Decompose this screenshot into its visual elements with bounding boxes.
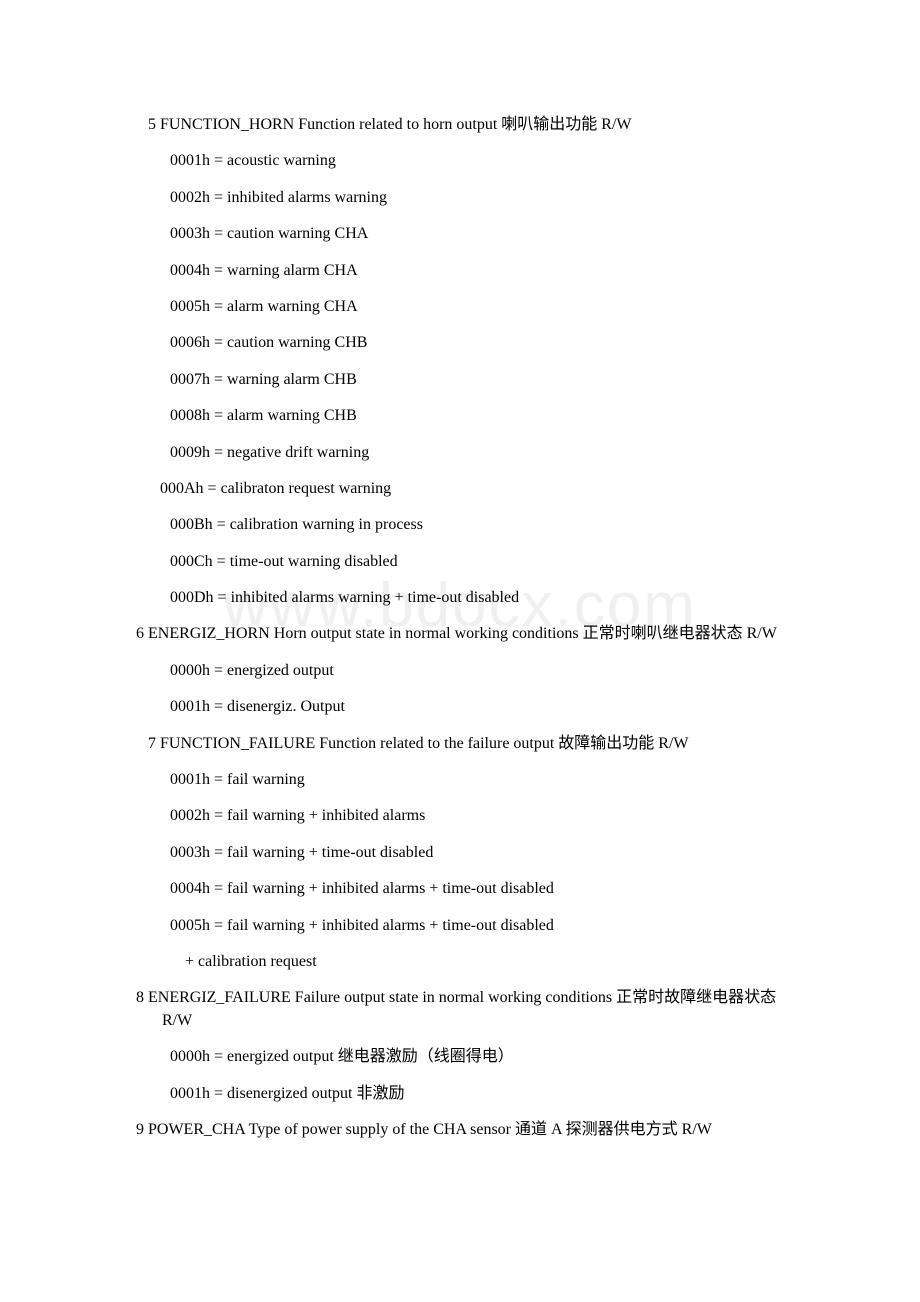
document-line: 0001h = acoustic warning	[110, 150, 810, 172]
document-line: 8 ENERGIZ_FAILURE Failure output state i…	[136, 987, 810, 1032]
document-line: 0006h = caution warning CHB	[110, 332, 810, 354]
document-line: 6 ENERGIZ_HORN Horn output state in norm…	[136, 623, 810, 645]
document-line: 7 FUNCTION_FAILURE Function related to t…	[110, 733, 810, 755]
document-line: 0004h = warning alarm CHA	[110, 260, 810, 282]
document-line: 000Ch = time-out warning disabled	[110, 551, 810, 573]
document-line: 0004h = fail warning + inhibited alarms …	[110, 878, 810, 900]
document-line: 000Ah = calibraton request warning	[110, 478, 810, 500]
document-line: 0000h = energized output	[110, 660, 810, 682]
document-line: 0003h = fail warning + time-out disabled	[110, 842, 810, 864]
document-line: 000Dh = inhibited alarms warning + time-…	[110, 587, 810, 609]
document-line: 9 POWER_CHA Type of power supply of the …	[136, 1119, 810, 1141]
document-line: 0000h = energized output 继电器激励（线圈得电）	[110, 1046, 810, 1068]
document-line: 000Bh = calibration warning in process	[110, 514, 810, 536]
document-line: 0008h = alarm warning CHB	[110, 405, 810, 427]
document-line: 0005h = fail warning + inhibited alarms …	[110, 915, 810, 937]
document-line: 0001h = fail warning	[110, 769, 810, 791]
document-line: 0002h = fail warning + inhibited alarms	[110, 805, 810, 827]
document-content: 5 FUNCTION_HORN Function related to horn…	[0, 0, 920, 1255]
document-line: 0001h = disenergized output 非激励	[110, 1083, 810, 1105]
document-line: 0007h = warning alarm CHB	[110, 369, 810, 391]
document-line: 0003h = caution warning CHA	[110, 223, 810, 245]
document-line: 0001h = disenergiz. Output	[110, 696, 810, 718]
document-line: 0002h = inhibited alarms warning	[110, 187, 810, 209]
document-line: + calibration request	[110, 951, 810, 973]
document-line: 0005h = alarm warning CHA	[110, 296, 810, 318]
document-line: 5 FUNCTION_HORN Function related to horn…	[110, 114, 810, 136]
document-line: 0009h = negative drift warning	[110, 442, 810, 464]
